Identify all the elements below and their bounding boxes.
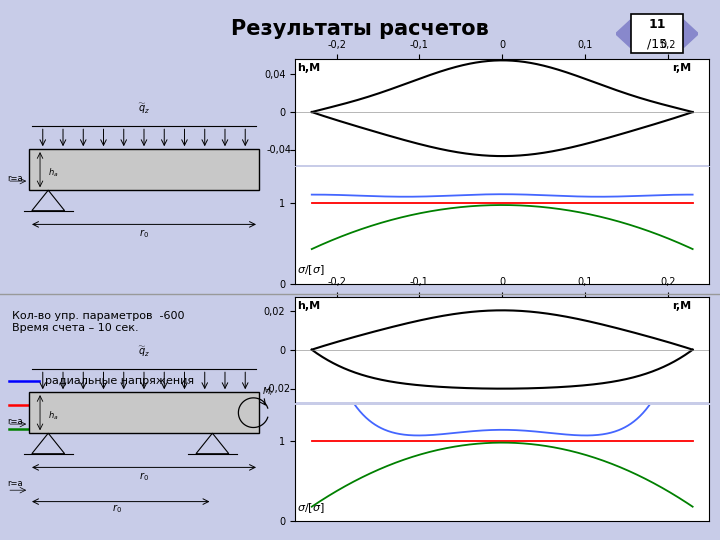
Text: /15: /15 [647,37,667,50]
Text: 11: 11 [648,18,666,31]
Text: $M_r$: $M_r$ [261,386,274,398]
Text: r=a: r=a [7,174,23,183]
FancyBboxPatch shape [631,15,683,53]
Text: $\sigma/[\sigma]$: $\sigma/[\sigma]$ [297,264,325,277]
Polygon shape [616,20,631,48]
Text: -0,02: -0,02 [266,383,291,394]
Text: $\widetilde{q}_z$: $\widetilde{q}_z$ [138,345,150,359]
Text: $r_0$: $r_0$ [139,227,149,240]
Polygon shape [683,20,698,48]
Text: $r_0$: $r_0$ [112,502,122,515]
Text: r,М: r,М [672,301,691,310]
Text: эквивалентные напряжения: эквивалентные напряжения [45,400,213,410]
Text: радиальные напряжения: радиальные напряжения [45,376,194,386]
Text: $h_a$: $h_a$ [48,167,59,179]
Text: h,М: h,М [297,301,320,310]
Bar [29,149,259,190]
Text: r=a: r=a [7,417,23,426]
Text: окружные напряжения: окружные напряжения [45,424,182,434]
Text: $\widetilde{q}_z$: $\widetilde{q}_z$ [138,102,150,116]
Text: -0,04: -0,04 [266,145,291,156]
Text: Кол-во упр. параметров  -600
Время счета – 10 сек.: Кол-во упр. параметров -600 Время счета … [12,311,184,333]
Text: h,М: h,М [297,63,320,73]
Text: r=a: r=a [7,479,23,488]
Text: $h_a$: $h_a$ [48,410,59,422]
Text: Результаты расчетов: Результаты расчетов [231,19,489,39]
Text: r,М: r,М [672,63,691,73]
Text: $r_0$: $r_0$ [139,470,149,483]
Text: $\sigma/[\sigma]$: $\sigma/[\sigma]$ [297,501,325,515]
Bar [29,392,259,433]
